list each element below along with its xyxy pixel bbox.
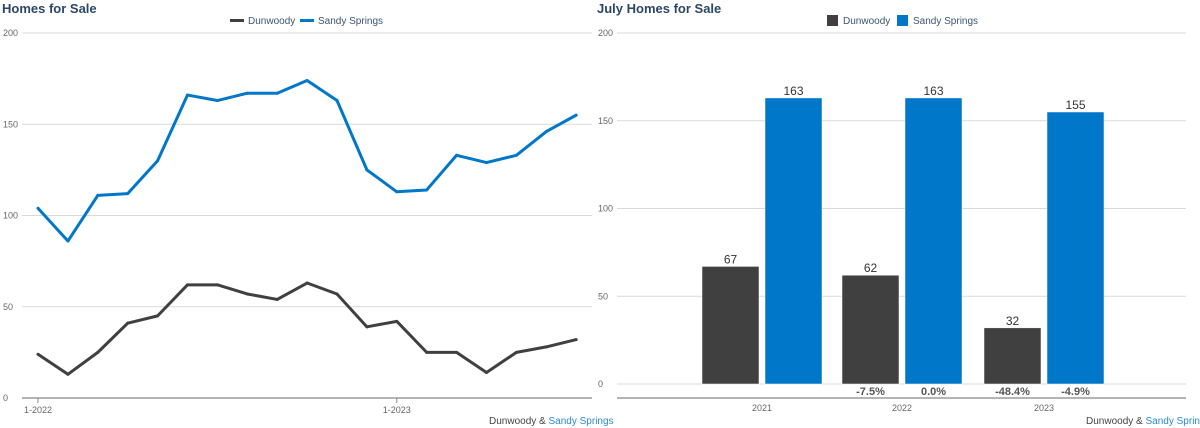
data-point[interactable] — [186, 93, 189, 97]
data-point[interactable] — [305, 281, 309, 285]
data-point[interactable] — [126, 321, 130, 325]
legend-sandy-springs[interactable]: Sandy Springs — [913, 16, 978, 27]
data-point[interactable] — [485, 370, 488, 374]
x-tick-label: 2022 — [892, 403, 912, 413]
y-tick-label: 0 — [3, 393, 8, 403]
data-label: 32 — [1006, 314, 1020, 328]
data-point[interactable] — [485, 161, 488, 165]
bar-sandy-springs-2022[interactable] — [904, 97, 963, 385]
series-line-sandy-springs[interactable] — [36, 78, 577, 243]
data-point[interactable] — [245, 91, 249, 95]
data-point[interactable] — [574, 113, 578, 117]
series-line-dunwoody[interactable] — [37, 281, 577, 376]
data-point[interactable] — [245, 292, 249, 296]
data-point[interactable] — [514, 350, 518, 354]
data-point[interactable] — [66, 239, 70, 243]
data-point[interactable] — [574, 338, 578, 342]
change-label: -4.9% — [1061, 386, 1090, 398]
data-point[interactable] — [544, 345, 548, 349]
bar-legend: Dunwoody Sandy Springs — [827, 15, 978, 27]
data-point[interactable] — [365, 168, 369, 172]
data-point[interactable] — [305, 78, 309, 82]
bar-chart: July Homes for Sale Dunwoody Sandy Sprin… — [597, 1, 1200, 427]
x-tick-label: 2021 — [752, 403, 772, 413]
bar-dunwoody-2022[interactable] — [841, 274, 900, 385]
credit: Dunwoody & Sandy Springs — [1086, 416, 1200, 427]
data-point[interactable] — [395, 319, 399, 323]
data-point[interactable] — [36, 352, 40, 356]
data-point[interactable] — [36, 206, 40, 210]
y-tick-label: 150 — [3, 119, 18, 129]
legend-swatch-dunwoody — [827, 15, 838, 26]
data-point[interactable] — [126, 192, 130, 196]
line-legend: Dunwoody Sandy Springs — [230, 16, 383, 27]
data-point[interactable] — [215, 99, 219, 103]
data-point[interactable] — [66, 372, 70, 376]
legend-swatch-sandy-springs — [300, 19, 314, 22]
change-label: 0.0% — [921, 386, 946, 398]
legend-swatch-dunwoody — [230, 19, 244, 22]
bar-dunwoody-2021[interactable] — [701, 266, 760, 385]
line-chart-title: Homes for Sale — [2, 1, 97, 16]
y-tick-label: 150 — [598, 116, 613, 126]
x-tick-label: 1-2022 — [24, 405, 52, 415]
bar-sandy-springs-2021[interactable] — [764, 97, 823, 385]
data-point[interactable] — [96, 193, 100, 197]
change-label: -48.4% — [995, 386, 1030, 398]
data-label: 163 — [923, 84, 943, 98]
data-point[interactable] — [275, 297, 279, 301]
data-label: 62 — [864, 261, 878, 275]
bar-sandy-springs-2023[interactable] — [1046, 111, 1105, 385]
data-point[interactable] — [455, 350, 459, 354]
y-tick-label: 0 — [598, 379, 603, 389]
legend-dunwoody[interactable]: Dunwoody — [843, 16, 890, 27]
credit: Dunwoody & Sandy Springs — [489, 416, 614, 427]
change-label: -7.5% — [856, 386, 885, 398]
data-point[interactable] — [425, 188, 429, 192]
x-tick-label: 2023 — [1034, 403, 1054, 413]
data-label: 163 — [783, 84, 803, 98]
data-point[interactable] — [275, 91, 279, 95]
bar-chart-title: July Homes for Sale — [597, 1, 721, 16]
data-point[interactable] — [544, 130, 548, 134]
y-tick-label: 50 — [3, 302, 13, 312]
data-point[interactable] — [335, 99, 339, 103]
data-label: 155 — [1065, 98, 1085, 112]
y-tick-label: 100 — [3, 211, 18, 221]
y-tick-label: 200 — [598, 28, 613, 38]
y-tick-label: 100 — [598, 204, 613, 214]
legend-dunwoody[interactable]: Dunwoody — [248, 16, 295, 27]
data-point[interactable] — [335, 292, 339, 296]
data-label: 67 — [724, 252, 738, 266]
data-point[interactable] — [215, 283, 219, 287]
data-point[interactable] — [395, 190, 399, 194]
bar-dunwoody-2023[interactable] — [983, 327, 1042, 385]
y-tick-label: 50 — [598, 291, 608, 301]
data-point[interactable] — [156, 159, 160, 163]
legend-swatch-sandy-springs — [897, 15, 908, 26]
x-tick-label: 1-2023 — [383, 405, 411, 415]
data-point[interactable] — [156, 314, 160, 318]
data-point[interactable] — [186, 283, 189, 287]
data-point[interactable] — [365, 325, 369, 329]
data-point[interactable] — [514, 153, 518, 157]
line-chart: Homes for Sale Dunwoody Sandy Springs 0 5… — [2, 1, 614, 427]
data-point[interactable] — [96, 350, 100, 354]
y-tick-label: 200 — [3, 28, 18, 38]
legend-sandy-springs[interactable]: Sandy Springs — [318, 16, 383, 27]
data-point[interactable] — [425, 350, 429, 354]
data-point[interactable] — [455, 153, 459, 157]
